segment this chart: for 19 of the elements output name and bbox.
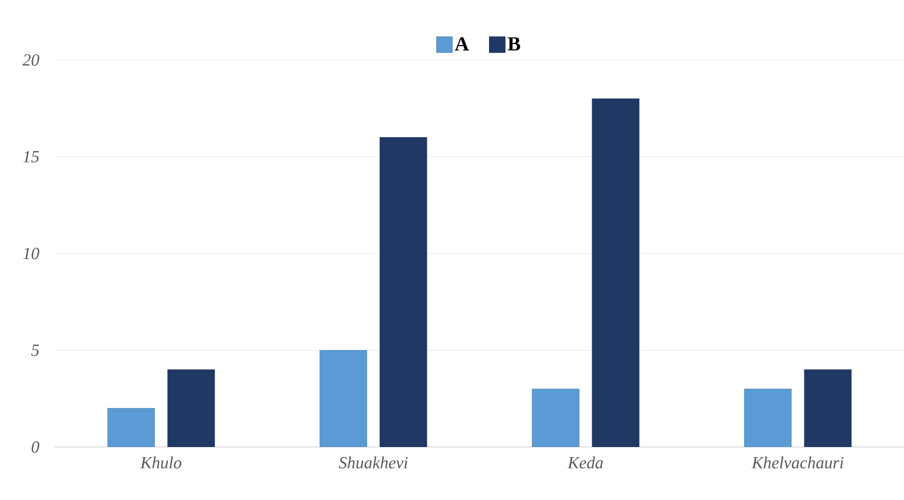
bar (592, 98, 640, 447)
y-tick-label: 0 (32, 441, 40, 453)
bar (804, 369, 852, 447)
x-tick-label: Shuakhevi (338, 456, 408, 468)
bar (320, 350, 368, 447)
bar (107, 408, 155, 447)
x-tick-label: Khulo (140, 456, 182, 468)
legend-label: A (454, 37, 469, 50)
y-tick-label: 15 (23, 151, 39, 162)
y-tick-label: 10 (23, 248, 40, 260)
y-tick-label: 20 (22, 54, 40, 66)
legend-label: B (508, 37, 520, 50)
bar (380, 137, 428, 447)
bar (744, 388, 792, 447)
x-tick-label: Keda (568, 456, 603, 468)
x-tick-label: Khelvachauri (752, 456, 844, 468)
bar (167, 369, 215, 447)
y-tick-label: 5 (31, 344, 39, 356)
bar (532, 388, 580, 447)
